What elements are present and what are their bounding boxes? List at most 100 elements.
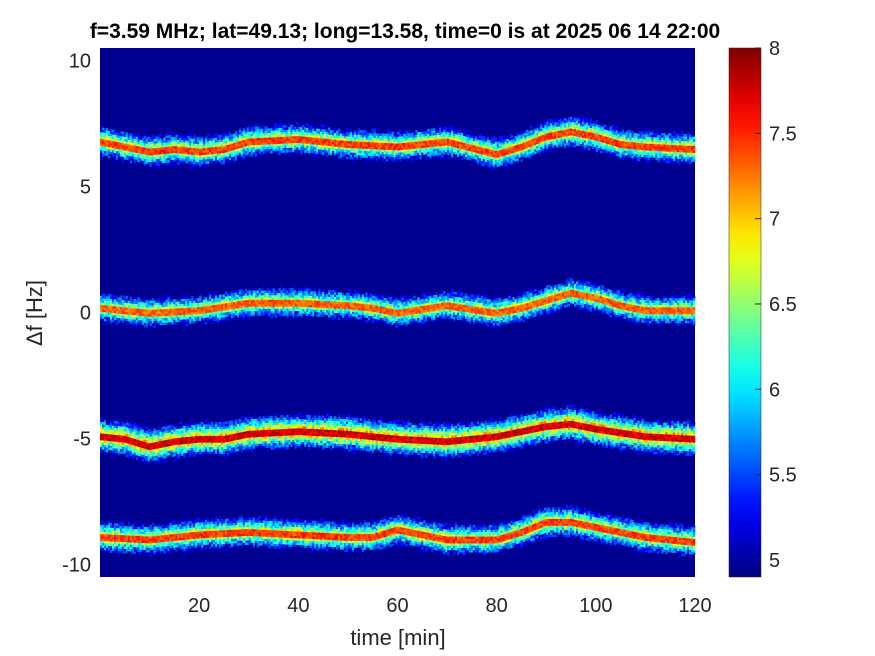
heatmap-cell bbox=[574, 131, 577, 134]
heatmap-cell bbox=[155, 318, 158, 321]
heatmap-cell bbox=[458, 139, 462, 142]
heatmap-cell bbox=[530, 130, 533, 133]
heatmap-cell bbox=[254, 292, 257, 296]
heatmap-cell bbox=[540, 133, 543, 136]
heatmap-cell bbox=[177, 137, 180, 140]
heatmap-cell bbox=[383, 156, 386, 159]
heatmap-cell bbox=[468, 130, 472, 134]
heatmap-cell bbox=[296, 306, 299, 309]
heatmap-cell bbox=[548, 123, 551, 127]
heatmap-cell bbox=[264, 290, 267, 294]
heatmap-cell bbox=[234, 149, 238, 152]
heatmap-cell bbox=[254, 133, 257, 136]
heatmap-cell bbox=[587, 140, 591, 144]
heatmap-cell bbox=[306, 134, 309, 137]
heatmap-cell bbox=[518, 132, 521, 136]
heatmap-cell bbox=[526, 136, 529, 139]
heatmap-cell bbox=[627, 155, 630, 158]
heatmap-cell bbox=[562, 136, 565, 140]
heatmap-cell bbox=[121, 311, 125, 314]
heatmap-cell bbox=[302, 308, 305, 312]
heatmap-cell bbox=[328, 136, 331, 140]
heatmap-cell bbox=[169, 153, 172, 156]
heatmap-cell bbox=[441, 143, 444, 146]
heatmap-cell bbox=[677, 156, 680, 159]
heatmap-cell bbox=[127, 141, 131, 145]
heatmap-cell bbox=[470, 142, 474, 145]
heatmap-cell bbox=[486, 162, 490, 165]
heatmap-cell bbox=[574, 126, 577, 130]
heatmap-cell bbox=[101, 127, 105, 131]
heatmap-cell bbox=[153, 141, 156, 144]
heatmap-cell bbox=[498, 161, 501, 164]
heatmap-cell bbox=[345, 149, 349, 153]
heatmap-cell bbox=[643, 150, 646, 153]
heatmap-cell bbox=[391, 154, 394, 157]
heatmap-cell bbox=[129, 149, 133, 152]
heatmap-cell bbox=[278, 139, 281, 142]
heatmap-cell bbox=[131, 151, 135, 155]
heatmap-cell bbox=[264, 310, 267, 314]
heatmap-cell bbox=[107, 305, 111, 309]
heatmap-cell bbox=[462, 153, 466, 157]
heatmap-cell bbox=[274, 306, 277, 309]
heatmap-cell bbox=[405, 153, 408, 157]
heatmap-cell bbox=[574, 135, 577, 139]
heatmap-cell bbox=[548, 137, 551, 140]
heatmap-cell bbox=[458, 146, 462, 149]
heatmap-cell bbox=[504, 159, 507, 163]
heatmap-cell bbox=[447, 149, 450, 153]
heatmap-cell bbox=[252, 126, 255, 130]
heatmap-cell bbox=[294, 140, 297, 144]
heatmap-cell bbox=[179, 151, 182, 154]
heatmap-cell bbox=[316, 314, 319, 317]
heatmap-cell bbox=[201, 139, 204, 142]
heatmap-cell bbox=[173, 299, 176, 302]
heatmap-cell bbox=[252, 151, 255, 155]
heatmap-cell bbox=[308, 132, 311, 135]
heatmap-cell bbox=[217, 295, 220, 298]
heatmap-cell bbox=[236, 137, 240, 140]
heatmap-cell bbox=[353, 157, 357, 160]
heatmap-cell bbox=[211, 307, 214, 310]
heatmap-cell bbox=[494, 150, 497, 154]
heatmap-cell bbox=[631, 137, 634, 141]
heatmap-cell bbox=[270, 148, 273, 152]
heatmap-cell bbox=[661, 137, 664, 140]
heatmap-cell bbox=[566, 119, 569, 123]
heatmap-cell bbox=[250, 138, 254, 141]
heatmap-cell bbox=[611, 149, 614, 153]
heatmap-cell bbox=[617, 149, 620, 152]
heatmap-cell bbox=[330, 130, 333, 133]
heatmap-cell bbox=[564, 124, 567, 128]
heatmap-cell bbox=[109, 312, 113, 316]
heatmap-cell bbox=[316, 144, 319, 148]
heatmap-cell bbox=[284, 131, 287, 135]
heatmap-cell bbox=[234, 135, 238, 139]
heatmap-cell bbox=[310, 141, 313, 145]
heatmap-cell bbox=[185, 310, 188, 313]
heatmap-cell bbox=[284, 288, 287, 291]
heatmap-cell bbox=[504, 154, 507, 158]
heatmap-cell bbox=[607, 144, 611, 147]
heatmap-cell bbox=[516, 151, 519, 154]
heatmap-cell bbox=[306, 132, 309, 135]
heatmap-cell bbox=[355, 157, 359, 160]
heatmap-cell bbox=[215, 290, 218, 294]
heatmap-cell bbox=[236, 139, 240, 142]
heatmap-cell bbox=[625, 132, 628, 135]
heatmap-cell bbox=[401, 147, 404, 150]
heatmap-cell bbox=[635, 133, 638, 136]
heatmap-cell bbox=[464, 134, 468, 137]
heatmap-cell bbox=[157, 133, 160, 137]
heatmap-cell bbox=[512, 152, 515, 156]
heatmap-cell bbox=[526, 145, 529, 149]
heatmap-cell bbox=[121, 318, 125, 321]
heatmap-cell bbox=[288, 288, 291, 291]
heatmap-cell bbox=[155, 140, 158, 144]
heatmap-cell bbox=[550, 123, 553, 126]
heatmap-cell bbox=[115, 313, 119, 316]
heatmap-cell bbox=[213, 304, 216, 308]
heatmap-cell bbox=[175, 303, 178, 307]
heatmap-cell bbox=[105, 305, 109, 308]
